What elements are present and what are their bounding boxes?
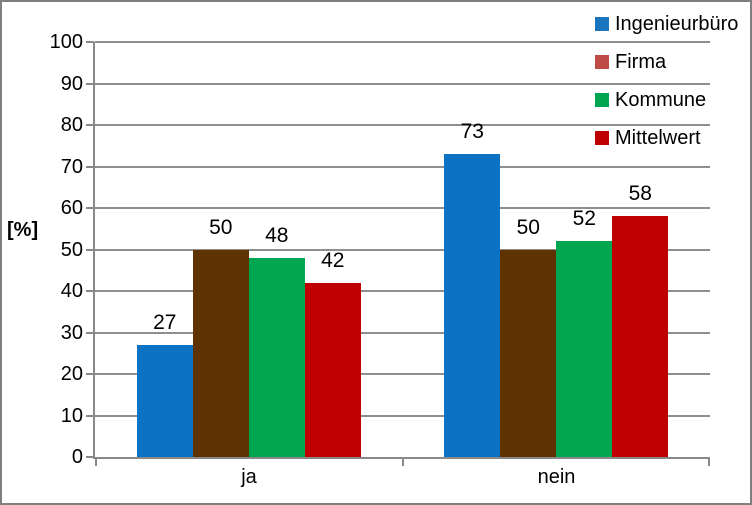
gridline-80: [95, 124, 710, 126]
gridline-100: [95, 41, 710, 43]
bar-ja-0: [136, 344, 193, 457]
y-axis-tick: [86, 41, 94, 43]
gridline-90: [95, 82, 710, 85]
bar-nein-0: [444, 154, 501, 457]
legend-label: Ingenieurbüro: [615, 13, 739, 35]
y-axis-label: 70: [60, 155, 83, 178]
gridline-30: [95, 331, 710, 334]
y-axis-tick: [86, 207, 94, 209]
bar-value-label: 27: [153, 310, 177, 334]
legend-swatch-icon: [595, 131, 609, 145]
y-axis-label: 30: [60, 321, 83, 344]
y-axis-label: 0: [71, 446, 83, 468]
x-axis-label-nein: nein: [537, 466, 576, 488]
legend-item-2: Kommune: [595, 89, 750, 111]
legend-item-0: Ingenieurbüro: [595, 13, 750, 35]
legend-swatch-icon: [595, 55, 609, 69]
y-axis-tick: [86, 290, 94, 292]
bar-value-label: 52: [572, 207, 596, 231]
bar-value-label: 50: [516, 215, 540, 239]
legend-label: Mittelwert: [615, 127, 701, 149]
gridline-20: [95, 373, 710, 375]
legend-swatch-icon: [595, 93, 609, 107]
bar-value-label: 73: [460, 120, 484, 144]
y-axis-tick: [86, 456, 94, 458]
legend-item-3: Mittelwert: [595, 127, 750, 149]
y-axis-label: 60: [60, 197, 83, 219]
legend-label: Kommune: [615, 89, 707, 111]
x-axis-tick: [402, 457, 404, 466]
plot-area: 27 50 48 42 73 50 52 58: [86, 41, 710, 466]
bar-value-label: 42: [321, 248, 345, 272]
legend-label: Firma: [615, 51, 667, 73]
x-axis-tick: [708, 457, 710, 466]
x-axis-label-ja: ja: [241, 466, 257, 488]
x-axis-tick: [95, 457, 97, 466]
y-axis-label: 90: [60, 72, 83, 95]
y-axis-tick: [86, 165, 94, 168]
y-axis-title: [%]: [7, 219, 39, 241]
y-axis-label: 50: [60, 238, 83, 261]
y-axis-tick: [86, 331, 94, 334]
legend: Ingenieurbüro Firma Kommune Mittelwert: [595, 13, 750, 165]
y-axis-tick: [86, 124, 94, 126]
y-axis-tick: [86, 248, 94, 251]
gridline-50: [95, 248, 710, 251]
bar-ja-1: [192, 249, 249, 457]
bar-nein-2: [556, 241, 613, 457]
y-axis-tick: [86, 373, 94, 375]
gridline-70: [95, 165, 710, 168]
y-axis-label: 80: [60, 114, 83, 136]
gridline-40: [95, 290, 710, 292]
y-axis-label: 40: [60, 280, 83, 302]
bar-nein-1: [500, 249, 557, 457]
legend-swatch-icon: [595, 17, 609, 31]
legend-item-1: Firma: [595, 51, 750, 73]
bar-value-label: 50: [209, 215, 233, 239]
y-axis-label: 100: [49, 31, 83, 53]
bar-ja-3: [304, 282, 361, 457]
bar-value-label: 48: [265, 223, 289, 247]
bar-ja-2: [248, 257, 305, 457]
y-axis-tick: [86, 414, 94, 417]
y-axis-label: 10: [60, 404, 83, 427]
bar-nein-3: [612, 216, 669, 457]
bar-value-label: 58: [628, 182, 652, 206]
y-axis-tick: [86, 82, 94, 85]
gridline-10: [95, 414, 710, 417]
gridline-60: [95, 207, 710, 209]
y-axis-label: 20: [60, 363, 83, 385]
